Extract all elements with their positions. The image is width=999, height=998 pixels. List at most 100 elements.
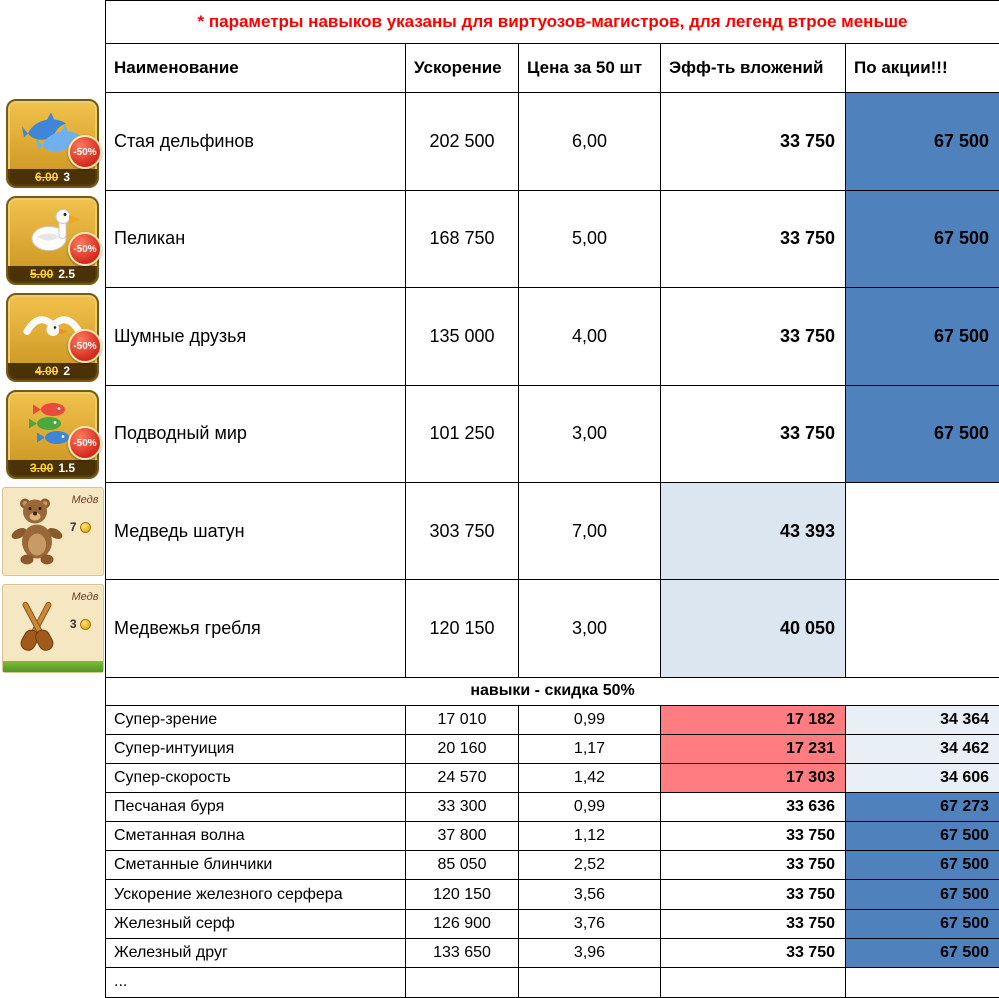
promo-cell[interactable]: 67 500 — [844, 937, 999, 968]
efficiency-cell[interactable]: 40 050 — [660, 579, 846, 678]
efficiency-cell[interactable]: 33 750 — [660, 821, 846, 852]
price-cell[interactable]: 1,17 — [518, 733, 661, 765]
price-cell[interactable]: 4,00 — [518, 287, 661, 386]
table-row: ... — [105, 966, 999, 998]
table-row: Медведь шатун 303 750 7,00 43 393 — [105, 481, 999, 581]
acceleration-cell[interactable]: 17 010 — [405, 704, 519, 735]
acceleration-cell[interactable]: 101 250 — [405, 384, 519, 483]
acceleration-cell[interactable]: 37 800 — [405, 821, 519, 852]
col-header-price[interactable]: Цена за 50 шт — [518, 43, 661, 94]
acceleration-cell[interactable]: 85 050 — [405, 850, 519, 881]
price-cell[interactable]: 7,00 — [518, 481, 661, 581]
price-cell[interactable]: 3,56 — [518, 879, 661, 910]
skill-name-cell[interactable]: Железный серф — [105, 908, 406, 939]
acceleration-cell[interactable]: 33 300 — [405, 792, 519, 823]
oars-icon — [1, 597, 73, 660]
efficiency-cell[interactable]: 17 182 — [660, 704, 846, 735]
coin-icon — [79, 521, 91, 533]
section-title[interactable]: навыки - скидка 50% — [104, 676, 999, 706]
efficiency-cell[interactable]: 33 636 — [660, 792, 846, 823]
promo-cell[interactable]: 67 273 — [844, 792, 999, 823]
acceleration-cell[interactable]: 126 900 — [405, 908, 519, 939]
item-name-cell[interactable]: Стая дельфинов — [105, 92, 406, 191]
table-header-row: Наименование Ускорение Цена за 50 шт Эфф… — [105, 43, 999, 94]
promo-cell[interactable]: 67 500 — [844, 821, 999, 852]
empty-cell[interactable] — [844, 966, 999, 998]
table-note[interactable]: * параметры навыков указаны для виртуозо… — [104, 0, 999, 45]
skill-name-cell[interactable]: Железный друг — [105, 937, 406, 968]
efficiency-cell[interactable]: 17 303 — [660, 763, 846, 794]
price-cell[interactable]: 1,12 — [518, 821, 661, 852]
empty-cell[interactable] — [518, 966, 661, 998]
empty-cell[interactable] — [660, 966, 846, 998]
price-cell[interactable]: 2,52 — [518, 850, 661, 881]
ellipsis-cell[interactable]: ... — [105, 966, 406, 998]
table-row: Пеликан 168 750 5,00 33 750 67 500 — [105, 189, 999, 289]
promo-cell[interactable]: 67 500 — [844, 384, 999, 483]
efficiency-cell[interactable]: 33 750 — [660, 937, 846, 968]
price-cell[interactable]: 0,99 — [518, 704, 661, 735]
pelican-icon — [25, 205, 81, 260]
promo-cell[interactable]: 34 462 — [844, 733, 999, 765]
efficiency-cell[interactable]: 33 750 — [660, 908, 846, 939]
acceleration-cell[interactable]: 20 160 — [405, 733, 519, 765]
col-header-efficiency[interactable]: Эфф-ть вложений — [660, 43, 846, 94]
efficiency-cell[interactable]: 33 750 — [660, 850, 846, 881]
skill-name-cell[interactable]: Супер-зрение — [105, 704, 406, 735]
skill-name-cell[interactable]: Супер-интуиция — [105, 733, 406, 765]
old-price: 6.00 — [34, 170, 59, 184]
acceleration-cell[interactable]: 303 750 — [405, 481, 519, 581]
acceleration-cell[interactable]: 120 150 — [405, 579, 519, 678]
empty-cell[interactable] — [405, 966, 519, 998]
coin-icon — [79, 618, 91, 630]
efficiency-cell[interactable]: 33 750 — [660, 384, 846, 483]
price-cell[interactable]: 3,76 — [518, 908, 661, 939]
promo-cell[interactable]: 67 500 — [844, 287, 999, 386]
acceleration-cell[interactable]: 202 500 — [405, 92, 519, 191]
efficiency-cell[interactable]: 33 750 — [660, 879, 846, 910]
promo-cell[interactable]: 67 500 — [844, 879, 999, 910]
skill-name-cell[interactable]: Ускорение железного серфера — [105, 879, 406, 910]
item-name-cell[interactable]: Медвежья гребля — [105, 579, 406, 678]
acceleration-cell[interactable]: 133 650 — [405, 937, 519, 968]
price-cell[interactable]: 0,99 — [518, 792, 661, 823]
item-name-cell[interactable]: Подводный мир — [105, 384, 406, 483]
promo-cell[interactable] — [844, 579, 999, 678]
col-header-name[interactable]: Наименование — [105, 43, 406, 94]
promo-cell[interactable]: 67 500 — [844, 189, 999, 289]
col-header-promo[interactable]: По акции!!! — [844, 43, 999, 94]
promo-cell[interactable]: 34 364 — [844, 704, 999, 735]
acceleration-cell[interactable]: 120 150 — [405, 879, 519, 910]
table-row: Железный друг 133 650 3,96 33 750 67 500 — [105, 937, 999, 968]
price-cell[interactable]: 6,00 — [518, 92, 661, 191]
promo-cell[interactable]: 67 500 — [844, 908, 999, 939]
promo-cell[interactable] — [844, 481, 999, 581]
skill-name-cell[interactable]: Супер-скорость — [105, 763, 406, 794]
item-count-value: 7 — [69, 520, 77, 534]
item-name-cell[interactable]: Пеликан — [105, 189, 406, 289]
price-cell[interactable]: 3,00 — [518, 579, 661, 678]
efficiency-cell[interactable]: 17 231 — [660, 733, 846, 765]
price-cell[interactable]: 3,96 — [518, 937, 661, 968]
skill-name-cell[interactable]: Песчаная буря — [105, 792, 406, 823]
promo-cell[interactable]: 67 500 — [844, 850, 999, 881]
item-name-cell[interactable]: Шумные друзья — [105, 287, 406, 386]
price-cell[interactable]: 3,00 — [518, 384, 661, 483]
table-row: Шумные друзья 135 000 4,00 33 750 67 500 — [105, 287, 999, 386]
col-header-acceleration[interactable]: Ускорение — [405, 43, 519, 94]
item-name-cell[interactable]: Медведь шатун — [105, 481, 406, 581]
acceleration-cell[interactable]: 168 750 — [405, 189, 519, 289]
skill-name-cell[interactable]: Сметанная волна — [105, 821, 406, 852]
new-price: 2 — [63, 364, 71, 378]
price-cell[interactable]: 1,42 — [518, 763, 661, 794]
price-cell[interactable]: 5,00 — [518, 189, 661, 289]
efficiency-cell[interactable]: 33 750 — [660, 287, 846, 386]
promo-cell[interactable]: 67 500 — [844, 92, 999, 191]
efficiency-cell[interactable]: 33 750 — [660, 189, 846, 289]
promo-cell[interactable]: 34 606 — [844, 763, 999, 794]
skill-name-cell[interactable]: Сметанные блинчики — [105, 850, 406, 881]
efficiency-cell[interactable]: 33 750 — [660, 92, 846, 191]
acceleration-cell[interactable]: 24 570 — [405, 763, 519, 794]
efficiency-cell[interactable]: 43 393 — [660, 481, 846, 581]
acceleration-cell[interactable]: 135 000 — [405, 287, 519, 386]
